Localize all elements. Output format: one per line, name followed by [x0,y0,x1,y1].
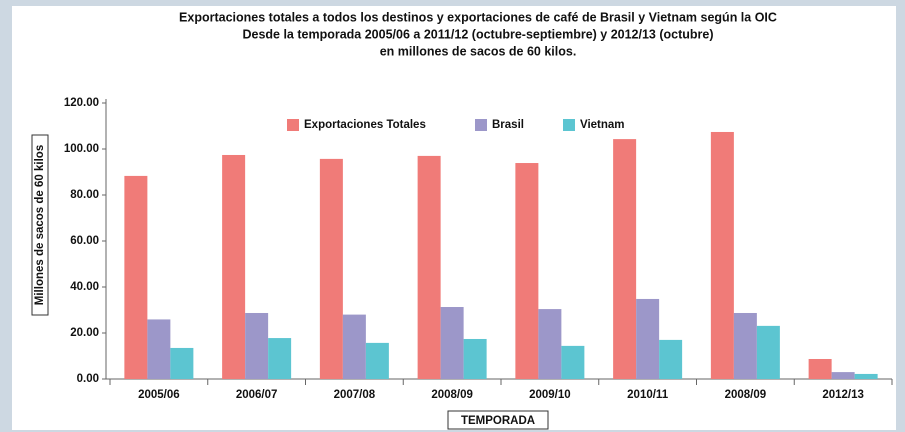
x-tick-label: 2008/09 [725,389,767,401]
bar [365,342,389,379]
y-tick-label: 60.00 [70,235,99,247]
x-tick-label: 2008/09 [431,389,473,401]
y-tick-label: 80.00 [70,189,99,201]
bar [342,314,366,379]
bar [733,312,757,379]
bar [756,325,780,379]
y-tick-label: 20.00 [70,327,99,339]
y-axis-label: Millones de sacos de 60 kilos [34,145,46,305]
bar [538,309,562,379]
bar [659,339,683,379]
x-tick-label: 2005/06 [138,389,180,401]
y-tick-label: 40.00 [70,281,99,293]
bar [440,307,464,379]
y-tick-label: 0.00 [77,373,99,385]
x-tick-label: 2007/08 [334,389,376,401]
bar [636,298,660,379]
legend-label: Brasil [492,119,524,131]
bar [710,131,734,379]
x-tick-label: 2010/11 [627,389,669,401]
bar [854,373,878,379]
legend-label: Exportaciones Totales [304,119,426,131]
x-label-box [447,410,549,430]
chart-subtitle: Desde la temporada 2005/06 a 2011/12 (oc… [242,27,713,41]
legend-swatch [287,119,299,131]
bar [245,312,269,379]
bar [170,347,194,379]
bar [417,155,441,379]
y-label-box [31,134,49,316]
x-axis-label: TEMPORADA [461,415,535,427]
bar [515,163,539,379]
bar [808,358,832,379]
y-tick-label: 120.00 [64,97,99,109]
x-tick-label: 2006/07 [236,389,278,401]
y-tick-label: 100.00 [64,143,99,155]
legend-label: Vietnam [580,119,625,131]
legend-swatch [563,119,575,131]
bar [319,158,343,379]
bar [268,338,292,379]
chart-title: Exportaciones totales a todos los destin… [179,10,777,24]
bar [463,338,487,379]
x-tick-label: 2012/13 [822,389,864,401]
bar [124,175,148,379]
legend-swatch [475,119,487,131]
bar [831,372,855,379]
bar [561,345,585,379]
bar [613,139,637,379]
bar [222,154,246,379]
x-tick-label: 2009/10 [529,389,571,401]
bar [147,319,171,379]
chart-subtitle: en millones de sacos de 60 kilos. [380,44,577,58]
